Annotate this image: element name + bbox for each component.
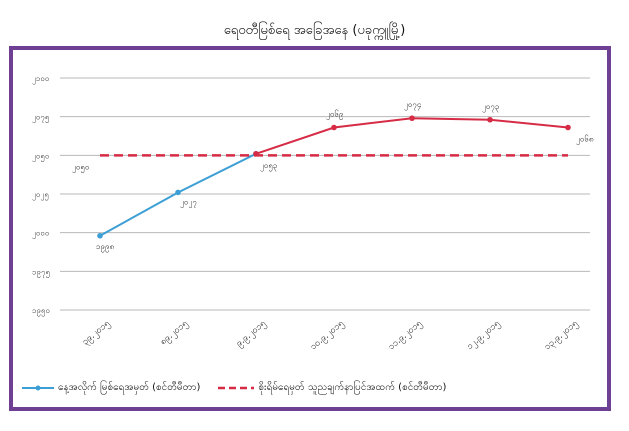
chart-title: ရေဝတီမြစ်ရေ အခြေအနေ (ပခုက္ကူမြို့) (223, 23, 406, 38)
y-tick-label-6: ၂၁၀၀ (32, 74, 49, 85)
x-tick-label-4: ၁၁.၉.၂၀၁၅ (386, 319, 424, 353)
chart-legend: နေ့အလိုက် မြစ်ရေအမှတ် (စင်တီမီတာ) စိုးရိ… (22, 380, 612, 395)
legend-item-danger-level: စိုးရိမ်ရေမှတ် သူညချက်နာပြင်အထက် (စင်တီမ… (218, 380, 446, 395)
x-tick-label-1: ၈၉.၂၀၁၅ (158, 319, 190, 348)
series-0-point-0 (97, 232, 103, 239)
x-tick-label-0: ၃၉.၂၀၁၅ (81, 319, 113, 348)
legend-label-danger-level: စိုးရိမ်ရေမှတ် သူညချက်နာပြင်အထက် (စင်တီမ… (258, 382, 447, 393)
y-tick-label-4: ၂၀၅၀ (32, 151, 49, 162)
legend-item-daily-level: နေ့အလိုက် မြစ်ရေအမှတ် (စင်တီမီတာ) (22, 380, 200, 395)
y-tick-label-1: ၁၉၇၅ (32, 267, 50, 278)
data-label-1-3: ၂၀၆၉ (326, 108, 343, 120)
series-line-1 (255, 117, 569, 155)
data-label-0-0: ၁၉၉၈ (96, 242, 114, 253)
data-label-1-2: ၂၀၅၃ (260, 161, 277, 172)
x-tick-label-3: ၁၀.၉.၂၀၁၅ (308, 319, 346, 353)
y-tick-label-3: ၂၀၂၅ (32, 190, 49, 201)
x-tick-label-2: ၉.၉.၂၀၁၅ (234, 319, 268, 350)
data-label-1-4: ၂၀၇၄ (404, 100, 421, 111)
series-1-point-6 (565, 124, 571, 131)
data-label-1-6: ၂၀၆၈ (576, 133, 594, 145)
y-tick-label-0: ၁၉၅၀ (32, 306, 50, 317)
data-label-2-0: ၂၀၅၀ (72, 162, 89, 173)
x-tick-label-5: ၁၂.၉.၂၀၁၅ (465, 319, 503, 353)
legend-swatch-daily-level (22, 385, 54, 390)
series-1-point-3 (331, 124, 337, 131)
chart-frame (9, 46, 611, 411)
legend-swatch-danger-level (218, 386, 255, 389)
series-0-point-1 (175, 189, 181, 196)
legend-label-daily-level: နေ့အလိုက် မြစ်ရေအမှတ် (စင်တီမီတာ) (58, 382, 201, 393)
y-tick-label-5: ၂၀၇၅ (32, 113, 49, 124)
series-1-point-5 (487, 116, 493, 123)
data-label-1-5: ၂၀၇၃ (482, 102, 499, 113)
data-label-0-1: ၂၀၂၇ (180, 197, 197, 208)
x-tick-label-6: ၁၃.၉.၂၀၁၅ (542, 319, 580, 353)
y-tick-label-2: ၂၀၀၀ (32, 229, 49, 240)
series-1-point-4 (409, 115, 415, 122)
